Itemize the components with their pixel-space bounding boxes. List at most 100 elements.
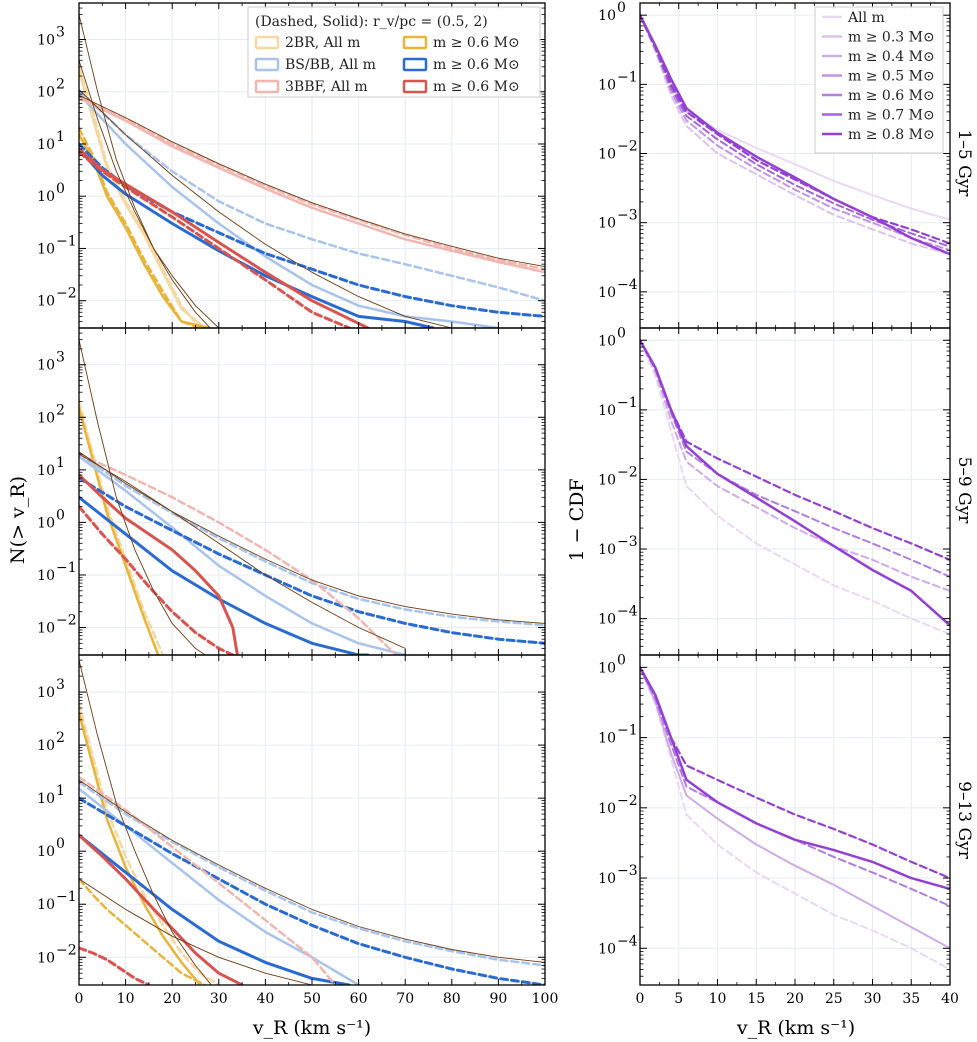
right-legend-entries: All m m ≥ 0.3 M⊙ m ≥ 0.4 M⊙ m ≥ 0.5 M⊙ m ≥ 0… xyxy=(822,10,935,143)
series-line xyxy=(79,14,211,328)
series-line xyxy=(79,69,207,328)
y-tick-label: 10 xyxy=(37,33,55,49)
legend-swatch xyxy=(254,79,280,94)
y-tick-exponent: −2 xyxy=(56,942,77,958)
series-line xyxy=(79,147,370,328)
legend-label: m ≥ 0.6 M⊙ xyxy=(433,57,520,73)
series-group xyxy=(79,659,545,985)
x-tick-label: 90 xyxy=(489,991,507,1007)
legend-label: m ≥ 0.5 M⊙ xyxy=(848,69,935,85)
panels: 10 −210 −110 010 110 210 310 −210 −110 010 110 210 3… xyxy=(37,0,959,1007)
y-tick-exponent: 0 xyxy=(617,652,626,668)
grid xyxy=(639,328,951,655)
series-line xyxy=(79,473,239,655)
y-tick-exponent: 0 xyxy=(617,325,626,341)
y-tick-exponent: 2 xyxy=(56,402,65,418)
y-tick-exponent: 0 xyxy=(56,836,65,852)
y-tick-label: 10 xyxy=(598,731,616,747)
series-line xyxy=(79,476,545,645)
x-tick-label: 0 xyxy=(75,991,84,1007)
series-line xyxy=(640,666,950,971)
legend-label: 2BR, All m xyxy=(285,35,360,51)
x-ticks xyxy=(639,3,951,328)
legend-swatch xyxy=(254,35,280,50)
series-line xyxy=(640,666,950,891)
y-tick-label: 10 xyxy=(598,542,616,558)
legend-label: m ≥ 0.8 M⊙ xyxy=(848,127,935,143)
series-line xyxy=(640,339,950,578)
right-legend: All m m ≥ 0.3 M⊙ m ≥ 0.4 M⊙ m ≥ 0.5 M⊙ m ≥ 0… xyxy=(814,6,944,154)
series-line xyxy=(640,666,950,907)
left-legend-title: (Dashed, Solid): r_v/pc = (0.5, 2) xyxy=(255,14,488,30)
y-tick-exponent: −1 xyxy=(617,723,638,739)
legend-label: m ≥ 0.6 M⊙ xyxy=(848,88,935,104)
x-tick-label: 60 xyxy=(350,991,368,1007)
y-tick-label: 10 xyxy=(37,515,55,531)
series-line xyxy=(79,833,244,985)
left-legend-box xyxy=(247,6,541,98)
y-tick-exponent: 1 xyxy=(56,129,65,145)
y-tick-label: 10 xyxy=(598,8,616,24)
series-line xyxy=(79,95,545,271)
y-tick-exponent: −4 xyxy=(617,277,638,293)
y-tick-exponent: −4 xyxy=(617,604,638,620)
x-tick-label: 20 xyxy=(163,991,181,1007)
y-tick-label: 10 xyxy=(37,621,55,637)
series-line xyxy=(79,455,407,655)
y-tick-exponent: −1 xyxy=(56,560,77,576)
x-tick-label: 70 xyxy=(396,991,414,1007)
y-tick-label: 10 xyxy=(598,216,616,232)
y-tick-exponent: −2 xyxy=(56,613,77,629)
y-tick-label: 10 xyxy=(598,871,616,887)
y-tick-exponent: −3 xyxy=(617,863,638,879)
y-tick-exponent: 3 xyxy=(56,677,65,693)
y-tick-label: 10 xyxy=(37,568,55,584)
legend-swatch xyxy=(402,35,428,50)
series-line xyxy=(79,495,370,655)
series-line xyxy=(79,833,351,985)
x-tick-label: 35 xyxy=(902,991,920,1007)
series-line xyxy=(79,779,545,963)
y-tick-label: 10 xyxy=(598,403,616,419)
series-line xyxy=(79,65,202,328)
y-tick-label: 10 xyxy=(598,77,616,93)
left-ylabel: N(> v_R) xyxy=(7,476,29,564)
series-line xyxy=(79,711,202,985)
legend-swatch xyxy=(402,79,428,94)
right-legend-box xyxy=(814,6,944,154)
x-ticks xyxy=(639,328,951,655)
series-line xyxy=(79,452,398,655)
series-line xyxy=(79,59,220,328)
x-tick-label: 50 xyxy=(303,991,321,1007)
series-line xyxy=(79,505,235,655)
series-group xyxy=(640,13,950,256)
y-tick-label: 10 xyxy=(598,612,616,628)
legend-label: m ≥ 0.6 M⊙ xyxy=(433,79,520,95)
series-line xyxy=(640,339,950,592)
series-line xyxy=(79,775,337,985)
series-group xyxy=(79,14,545,328)
series-line xyxy=(79,406,160,655)
x-ticks: 0 10 20 30 40 50 60 70 80 90 100 xyxy=(75,655,558,1007)
x-tick-label: 10 xyxy=(709,991,727,1007)
grid xyxy=(78,655,546,985)
series-line xyxy=(640,339,950,636)
y-tick-exponent: 0 xyxy=(56,181,65,197)
y-tick-exponent: −3 xyxy=(617,208,638,224)
y-tick-exponent: −2 xyxy=(617,139,638,155)
y-tick-label: 10 xyxy=(598,472,616,488)
left-legend-entries: 2BR, All m m ≥ 0.6 M⊙ BS/BB, All m m ≥ 0.6 … xyxy=(254,35,520,95)
y-tick-label: 10 xyxy=(598,801,616,817)
left-xlabel: v_R (km s⁻¹) xyxy=(252,1017,371,1039)
x-tick-label: 20 xyxy=(786,991,804,1007)
x-tick-label: 5 xyxy=(674,991,683,1007)
y-tick-exponent: 3 xyxy=(56,25,65,41)
series-line xyxy=(640,14,950,245)
